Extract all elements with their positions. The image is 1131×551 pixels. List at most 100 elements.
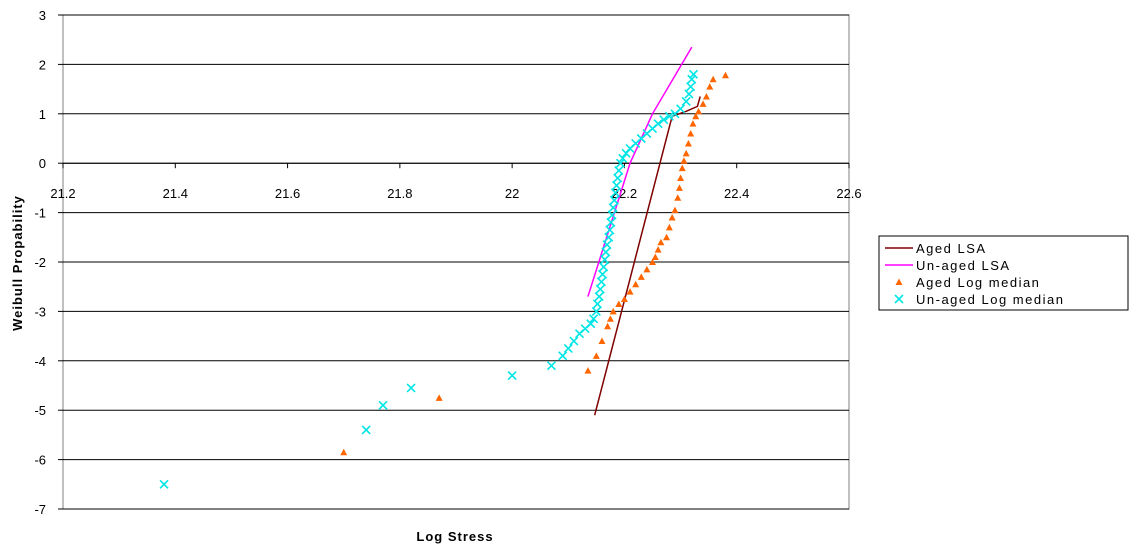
plot-area: 21.2 21.4 21.6 21.8 22 22.2 22.4 22.6 3210-1-2-… bbox=[34, 8, 861, 517]
data-point bbox=[612, 180, 622, 190]
data-point bbox=[626, 288, 634, 295]
data-point bbox=[653, 119, 663, 129]
data-point bbox=[684, 89, 694, 99]
data-point bbox=[594, 292, 604, 302]
legend-items: Aged LSA Un-aged LSA Aged Log median Un-age… bbox=[885, 241, 1063, 307]
y-tick-label: -4 bbox=[34, 354, 46, 369]
data-point bbox=[608, 203, 618, 213]
y-tick-label: -3 bbox=[34, 304, 46, 319]
y-tick-label: 1 bbox=[39, 107, 46, 122]
x-tick-label: 22.4 bbox=[724, 186, 749, 201]
data-point bbox=[649, 258, 656, 265]
data-point bbox=[706, 83, 714, 90]
data-point bbox=[678, 164, 686, 172]
data-point bbox=[601, 247, 611, 257]
data-point bbox=[674, 194, 682, 201]
data-point bbox=[681, 96, 691, 107]
data-point bbox=[682, 149, 690, 157]
data-point bbox=[643, 265, 651, 273]
data-point bbox=[597, 269, 608, 279]
data-point bbox=[620, 295, 628, 303]
y-tick-label: -6 bbox=[34, 453, 46, 468]
data-point bbox=[378, 400, 388, 410]
data-point bbox=[610, 188, 621, 198]
series-3 bbox=[159, 69, 699, 489]
data-point bbox=[584, 367, 592, 374]
data-point bbox=[687, 130, 695, 137]
series-line bbox=[593, 96, 701, 416]
x-tick-label: 21.4 bbox=[163, 186, 188, 201]
data-point bbox=[709, 75, 717, 83]
data-point bbox=[680, 157, 688, 164]
data-point bbox=[609, 195, 619, 205]
legend-item: Un-aged LSA bbox=[885, 258, 1009, 273]
data-point bbox=[659, 115, 669, 125]
data-point bbox=[677, 174, 685, 182]
data-point bbox=[596, 277, 606, 287]
legend-swatch bbox=[895, 278, 903, 285]
data-point bbox=[606, 217, 616, 228]
data-point bbox=[602, 240, 612, 250]
gridlines bbox=[63, 14, 849, 510]
data-point bbox=[689, 120, 697, 127]
data-point bbox=[592, 352, 600, 359]
data-point bbox=[588, 314, 599, 324]
data-point bbox=[632, 280, 640, 288]
data-point bbox=[605, 225, 615, 235]
data-point bbox=[721, 71, 729, 79]
data-point bbox=[586, 319, 596, 329]
legend: Aged LSA Un-aged LSA Aged Log median Un-age… bbox=[878, 235, 1129, 311]
x-axis-ticks: 21.2 21.4 21.6 21.8 22 22.2 22.4 22.6 bbox=[50, 163, 862, 201]
data-point bbox=[546, 361, 557, 371]
data-point bbox=[671, 206, 679, 214]
data-point bbox=[592, 299, 603, 309]
legend-box bbox=[878, 235, 1129, 311]
data-point bbox=[614, 166, 624, 176]
legend-item: Aged LSA bbox=[885, 241, 987, 256]
data-point bbox=[569, 336, 579, 346]
data-point bbox=[687, 74, 697, 84]
y-axis-title: Weibull Propability bbox=[10, 195, 25, 331]
series-layer bbox=[159, 46, 729, 489]
data-point bbox=[507, 371, 517, 381]
data-point bbox=[702, 93, 710, 100]
legend-item: Un-aged Log median bbox=[894, 292, 1063, 307]
y-axis-ticks: 3 2 1 0 -1 -2 -3 -4 -5 -6 -7 bbox=[34, 8, 63, 517]
data-point bbox=[604, 322, 612, 330]
data-point bbox=[684, 139, 692, 147]
x-tick-label: 21.6 bbox=[275, 186, 300, 201]
data-point bbox=[607, 210, 617, 220]
data-point bbox=[615, 158, 626, 168]
data-point bbox=[613, 173, 623, 183]
x-tick-label: 21.8 bbox=[387, 186, 412, 201]
data-point bbox=[651, 253, 659, 261]
y-tick-label: -1 bbox=[34, 206, 46, 221]
data-point bbox=[600, 254, 610, 265]
data-point bbox=[657, 238, 665, 246]
data-point bbox=[688, 69, 699, 79]
data-point bbox=[361, 425, 371, 435]
data-point bbox=[606, 315, 614, 322]
x-axis-title: Log Stress bbox=[416, 529, 493, 544]
data-point bbox=[695, 107, 703, 115]
data-point bbox=[604, 232, 614, 242]
data-point bbox=[615, 300, 623, 307]
legend-item: Aged Log median bbox=[895, 275, 1039, 290]
data-point bbox=[686, 82, 696, 92]
series-2 bbox=[340, 71, 729, 456]
data-point bbox=[435, 394, 443, 401]
data-point bbox=[159, 479, 169, 489]
y-tick-label: -2 bbox=[34, 255, 46, 270]
data-point bbox=[595, 284, 605, 294]
data-point bbox=[654, 246, 662, 253]
data-point bbox=[599, 262, 609, 272]
series-0 bbox=[593, 96, 701, 416]
data-point bbox=[618, 153, 628, 163]
data-point bbox=[637, 273, 645, 280]
legend-label: Aged LSA bbox=[916, 241, 987, 256]
y-tick-label: -7 bbox=[34, 502, 46, 517]
data-point bbox=[664, 111, 674, 121]
y-tick-label: 3 bbox=[39, 8, 46, 23]
data-point bbox=[676, 104, 686, 114]
data-point bbox=[668, 214, 676, 221]
